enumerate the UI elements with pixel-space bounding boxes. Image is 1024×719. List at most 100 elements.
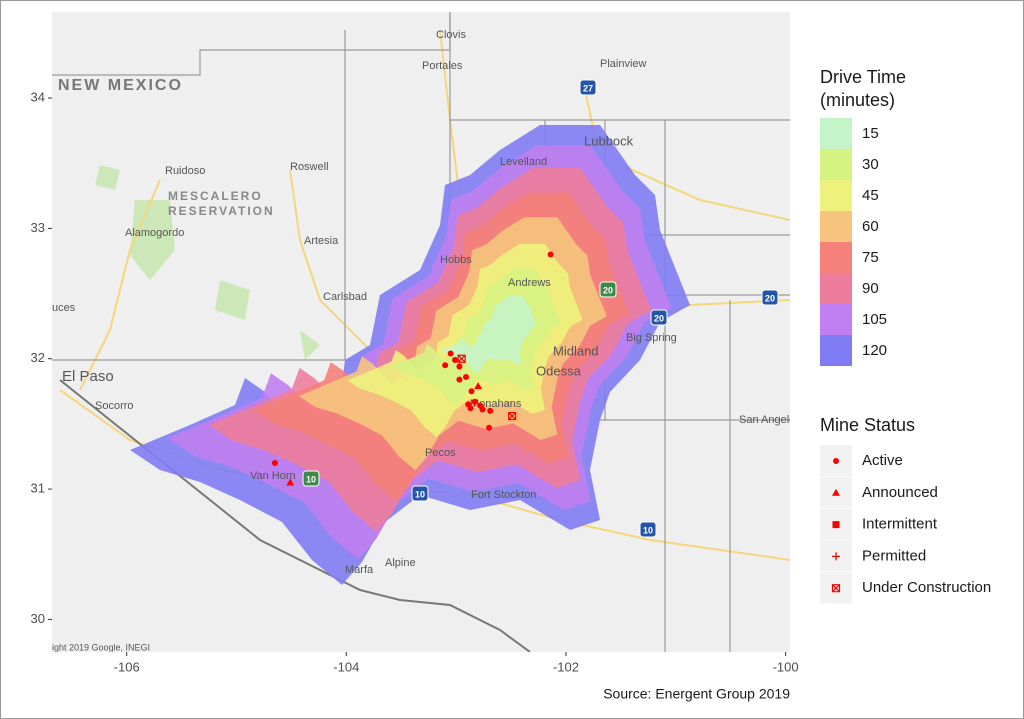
legend-swatch: [820, 180, 852, 211]
shield: [302, 470, 320, 487]
legend-swatch: [820, 118, 852, 149]
y-tick-label: 33: [31, 220, 45, 235]
place-label: El Paso: [62, 368, 114, 385]
point: [442, 362, 449, 369]
legend-label: 60: [862, 218, 879, 235]
place-label: Odessa: [536, 363, 582, 378]
x-tick-label: -102: [553, 659, 579, 674]
place-labels: NEW MEXICO Clovis Portales Plainview Lubbock…: [52, 29, 795, 652]
place-label: Roswell: [290, 161, 329, 173]
point: [468, 388, 475, 395]
legend-label: Announced: [862, 484, 938, 501]
point: [474, 382, 483, 390]
place-label: Alpine: [385, 557, 416, 569]
legend-marker: [832, 521, 840, 529]
legend-marker: [831, 584, 841, 593]
legend: Drive Time (minutes) 15 30 45 60 75 90 105 120 Min…: [820, 67, 991, 604]
legend-marker: [833, 458, 839, 464]
legend-label: 120: [862, 342, 887, 359]
caption: Source: Energent Group 2019: [603, 686, 790, 702]
legend-swatch: [820, 242, 852, 273]
place-label: Carlsbad: [323, 291, 367, 303]
shield: [761, 289, 779, 306]
axes: -106 -104 -102 -100 30 31 32 33 34: [31, 89, 799, 674]
place-label: Van Horn: [250, 470, 296, 482]
place-label: NEW MEXICO: [58, 77, 183, 94]
place-label: Lubbock: [584, 133, 634, 148]
legend-label: 45: [862, 187, 879, 204]
legend-label: Intermittent: [862, 516, 938, 533]
place-label: San Angelo: [739, 414, 795, 426]
place-label: uces: [52, 302, 76, 314]
place-label: Plainview: [600, 58, 647, 70]
place-label: Artesia: [304, 235, 339, 247]
point: [457, 354, 466, 363]
map: NEW MEXICO Clovis Portales Plainview Lubbock…: [52, 12, 795, 652]
shield: [639, 521, 657, 538]
x-tick-label: -100: [773, 659, 799, 674]
legend-label: 15: [862, 125, 879, 142]
legend-label: 30: [862, 156, 879, 173]
point: [479, 406, 486, 413]
point: [456, 363, 463, 370]
x-tick-label: -106: [114, 659, 140, 674]
y-tick-label: 32: [31, 350, 45, 365]
place-label: Big Spring: [626, 332, 677, 344]
place-label: Socorro: [95, 400, 134, 412]
legend-swatch: [820, 211, 852, 242]
place-label: Pecos: [425, 447, 456, 459]
place-label: Midland: [553, 343, 599, 358]
place-label: Clovis: [436, 29, 466, 41]
legend-label: Permitted: [862, 547, 926, 564]
parks: [95, 165, 320, 360]
legend-marker: [832, 488, 840, 496]
legend-swatch: [820, 149, 852, 180]
place-label: Marfa: [345, 564, 374, 576]
legend-title: (minutes): [820, 90, 895, 110]
point: [467, 405, 474, 412]
isochrones: [130, 125, 690, 585]
point: [456, 376, 463, 383]
shield-label: 20: [603, 285, 613, 295]
point: [447, 350, 454, 357]
legend-swatch: [820, 273, 852, 304]
shield-label: 10: [415, 489, 425, 499]
legend-label: Active: [862, 452, 903, 469]
place-label: Levelland: [500, 156, 547, 168]
legend-label: 105: [862, 311, 887, 328]
x-tick-label: -104: [333, 659, 359, 674]
point: [487, 407, 494, 414]
legend-label: Under Construction: [862, 579, 991, 596]
points: [271, 251, 554, 486]
place-label: Alamogordo: [125, 227, 184, 239]
place-label: Portales: [422, 60, 463, 72]
shield: [579, 79, 597, 96]
shield: [411, 485, 429, 502]
point: [486, 424, 493, 431]
legend-label: 90: [862, 280, 879, 297]
shield-label: 10: [306, 474, 316, 484]
point: [508, 411, 517, 421]
point: [452, 357, 459, 364]
place-label: Fort Stockton: [471, 489, 536, 501]
y-tick-label: 30: [31, 611, 45, 626]
place-label: Monahans: [470, 398, 522, 410]
point: [463, 373, 470, 380]
shield-label: 10: [643, 525, 653, 535]
place-label: RESERVATION: [168, 204, 275, 218]
shield-label: 20: [654, 313, 664, 323]
shield: [650, 309, 668, 326]
place-label: Andrews: [508, 277, 551, 289]
place-label: Hobbs: [440, 254, 472, 266]
y-tick-label: 31: [31, 481, 45, 496]
shield: [599, 281, 617, 298]
point: [471, 398, 478, 405]
legend-label: 75: [862, 249, 879, 266]
point: [286, 478, 295, 486]
place-label: MESCALERO: [168, 189, 263, 203]
place-label: Ruidoso: [165, 165, 205, 177]
legend-title: Drive Time: [820, 67, 906, 87]
point: [271, 459, 278, 466]
place-label: ight 2019 Google, INEGI: [52, 642, 150, 652]
